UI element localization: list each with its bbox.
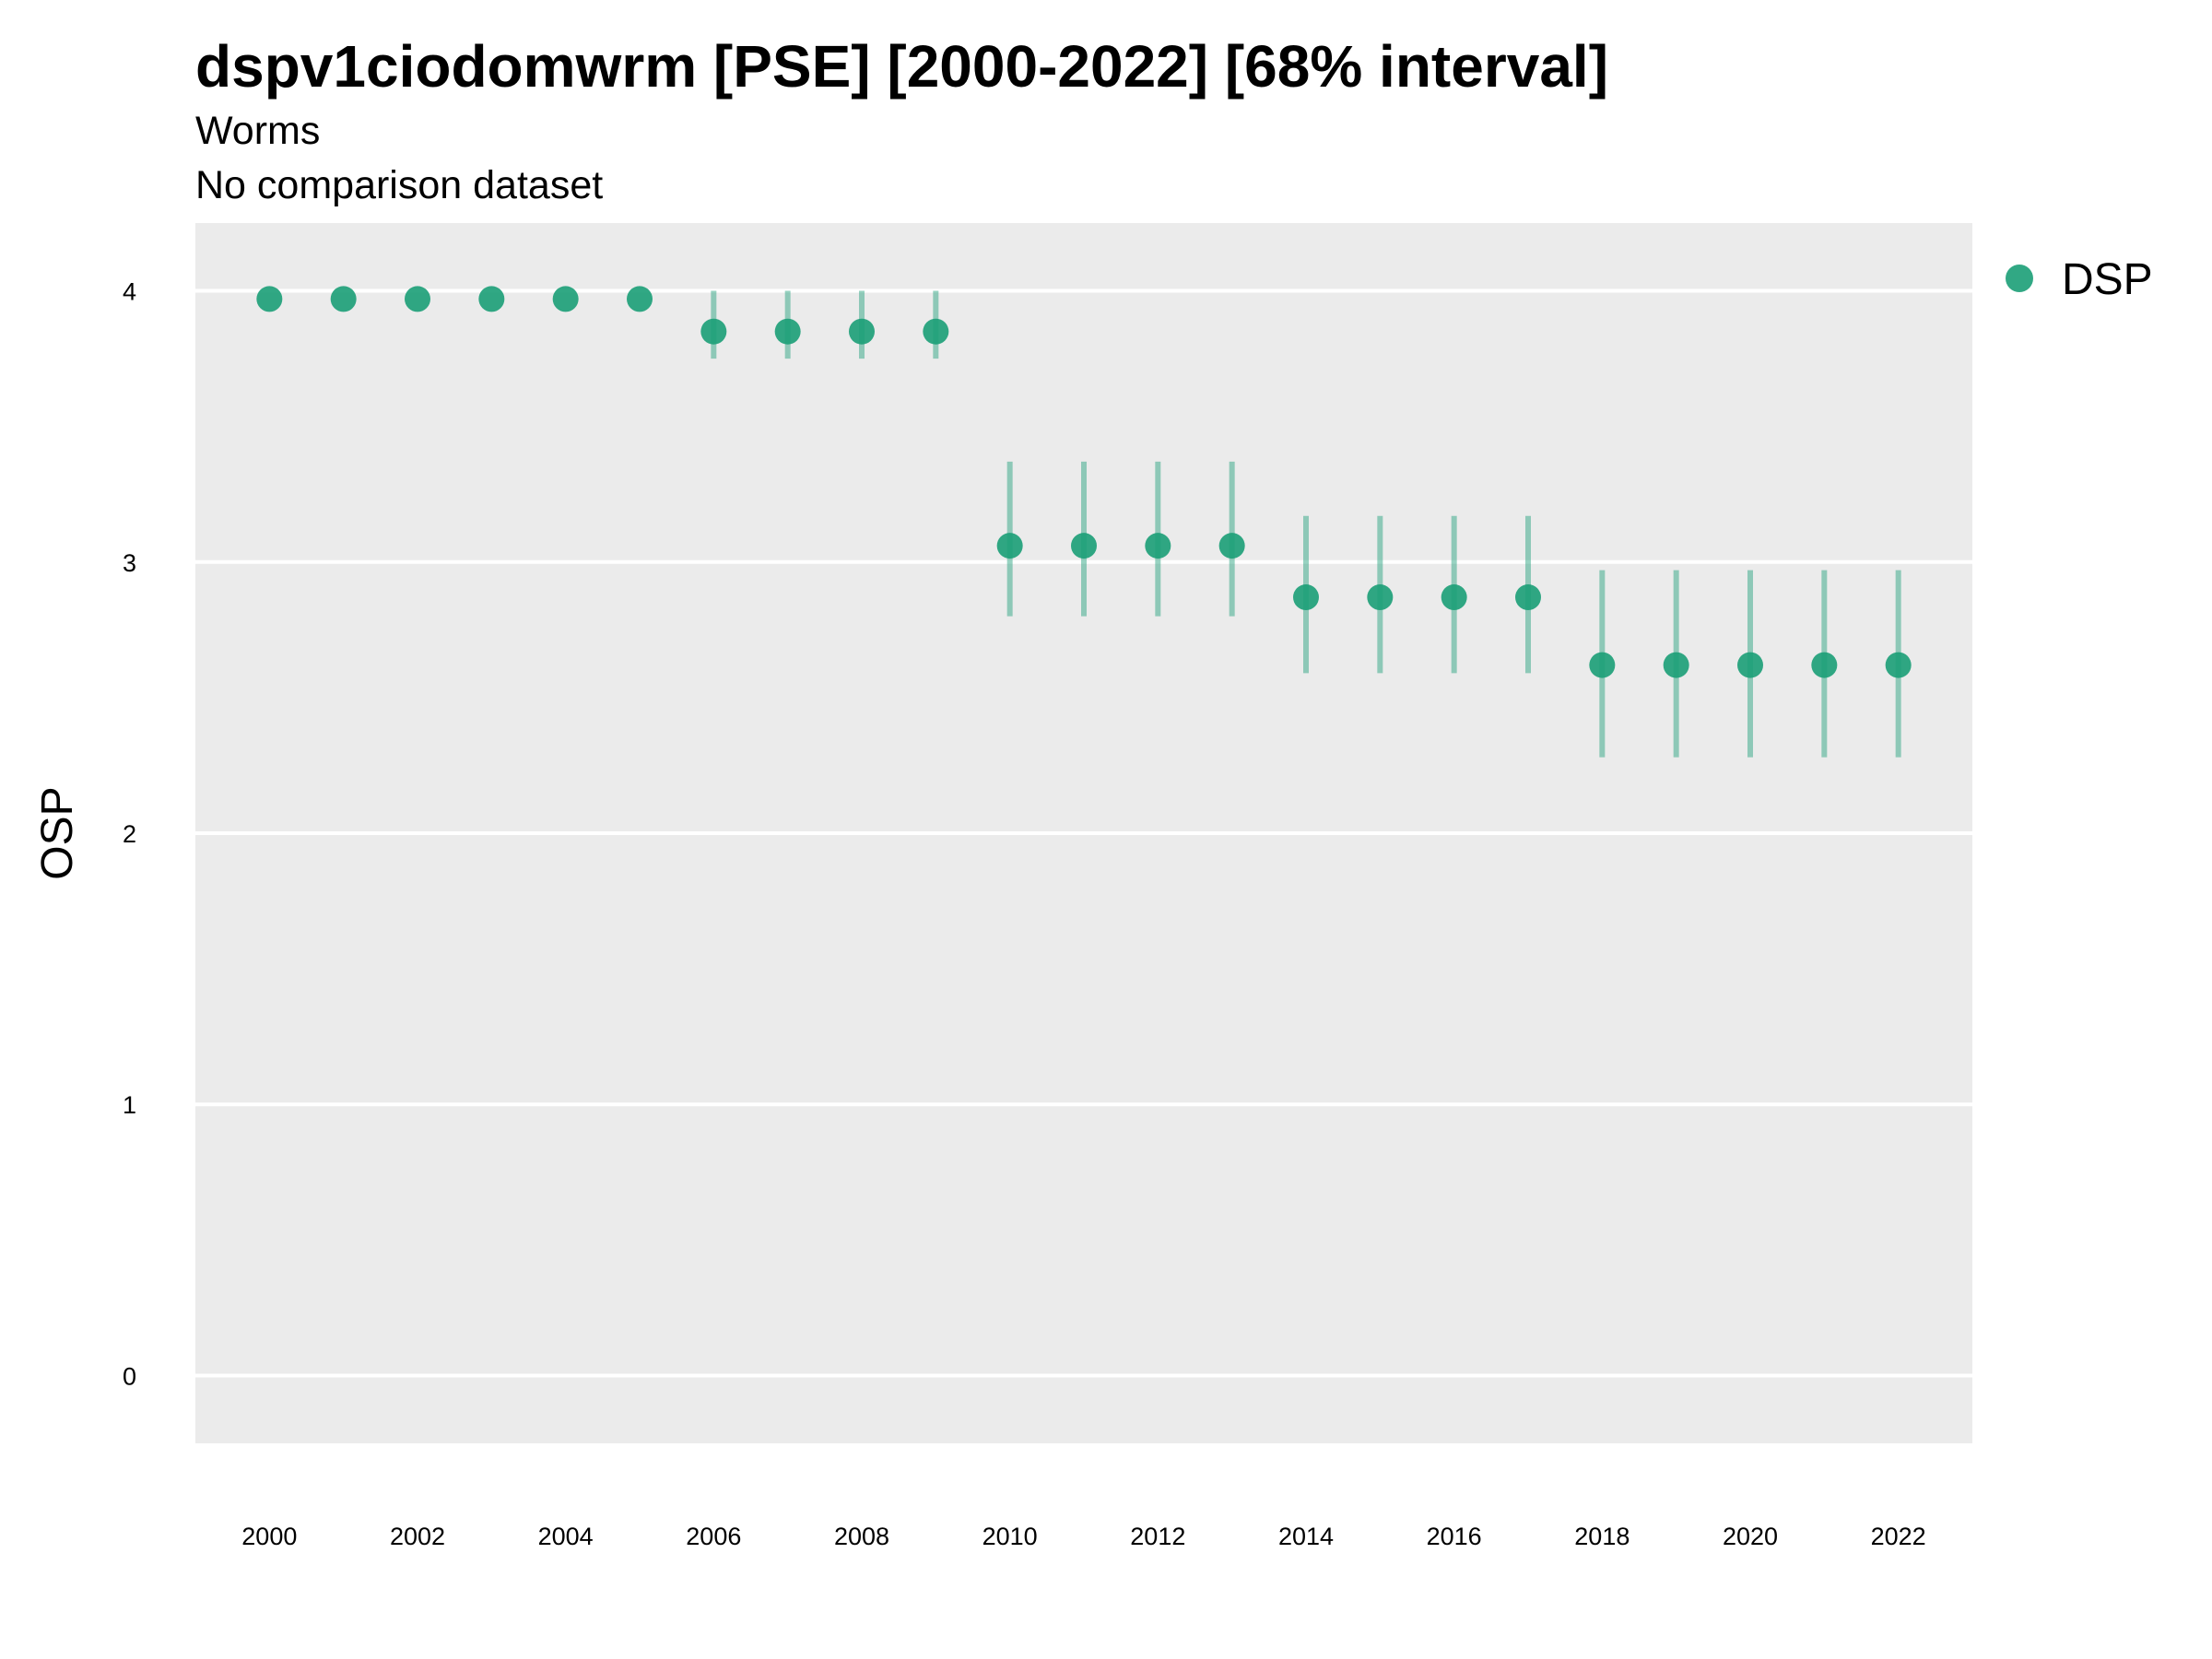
data-point-2021 bbox=[1811, 652, 1838, 678]
data-point-2009 bbox=[923, 318, 949, 345]
data-point-2016 bbox=[1441, 584, 1467, 611]
x-tick-labels: 2000 2002 2004 2006 2008 2010 2012 2014 2016 2018… bbox=[241, 1523, 1925, 1550]
x-tick-label-2002: 2002 bbox=[390, 1523, 445, 1550]
chart-subtitle: Worms bbox=[195, 109, 320, 153]
data-point-2004 bbox=[552, 286, 579, 312]
x-tick-label-2006: 2006 bbox=[686, 1523, 741, 1550]
data-point-2005 bbox=[627, 286, 653, 312]
data-point-2007 bbox=[774, 318, 801, 345]
y-tick-label-4: 4 bbox=[123, 278, 136, 306]
x-tick-label-2014: 2014 bbox=[1278, 1523, 1334, 1550]
x-tick-label-2016: 2016 bbox=[1427, 1523, 1482, 1550]
data-point-2014 bbox=[1293, 584, 1319, 611]
legend-label-dsp: DSP bbox=[2062, 255, 2153, 304]
x-tick-label-2012: 2012 bbox=[1130, 1523, 1185, 1550]
data-point-2019 bbox=[1663, 652, 1689, 678]
x-tick-label-2004: 2004 bbox=[538, 1523, 594, 1550]
data-point-2013 bbox=[1218, 533, 1245, 559]
data-point-2022 bbox=[1885, 652, 1912, 678]
x-tick-label-2020: 2020 bbox=[1723, 1523, 1778, 1550]
x-tick-label-2000: 2000 bbox=[241, 1523, 297, 1550]
data-point-2020 bbox=[1737, 652, 1763, 678]
y-tick-label-0: 0 bbox=[123, 1362, 136, 1390]
data-point-2008 bbox=[849, 318, 875, 345]
data-point-2018 bbox=[1589, 652, 1616, 678]
data-point-2001 bbox=[330, 286, 357, 312]
x-tick-label-2018: 2018 bbox=[1574, 1523, 1630, 1550]
x-tick-label-2022: 2022 bbox=[1871, 1523, 1926, 1550]
y-tick-label-2: 2 bbox=[123, 820, 136, 848]
y-tick-labels: 0 1 2 3 4 bbox=[123, 278, 136, 1391]
y-tick-label-3: 3 bbox=[123, 549, 136, 577]
data-point-2015 bbox=[1367, 584, 1394, 611]
y-axis-title: OSP bbox=[33, 786, 82, 879]
chart-title: dspv1ciodomwrm [PSE] [2000-2022] [68% in… bbox=[195, 33, 1608, 100]
x-tick-label-2010: 2010 bbox=[982, 1523, 1038, 1550]
data-point-2000 bbox=[256, 286, 283, 312]
legend: DSP bbox=[2006, 255, 2153, 304]
data-points bbox=[256, 286, 1912, 678]
chart-caption-line: No comparison dataset bbox=[195, 163, 603, 207]
data-point-2003 bbox=[478, 286, 505, 312]
data-point-2010 bbox=[996, 533, 1023, 559]
data-point-2006 bbox=[700, 318, 727, 345]
x-tick-label-2008: 2008 bbox=[834, 1523, 889, 1550]
data-point-2002 bbox=[405, 286, 430, 312]
data-point-2011 bbox=[1071, 533, 1097, 559]
data-point-2012 bbox=[1145, 533, 1171, 559]
y-tick-label-1: 1 bbox=[123, 1091, 136, 1119]
legend-key-dsp bbox=[2006, 265, 2033, 292]
data-point-2017 bbox=[1515, 584, 1541, 611]
